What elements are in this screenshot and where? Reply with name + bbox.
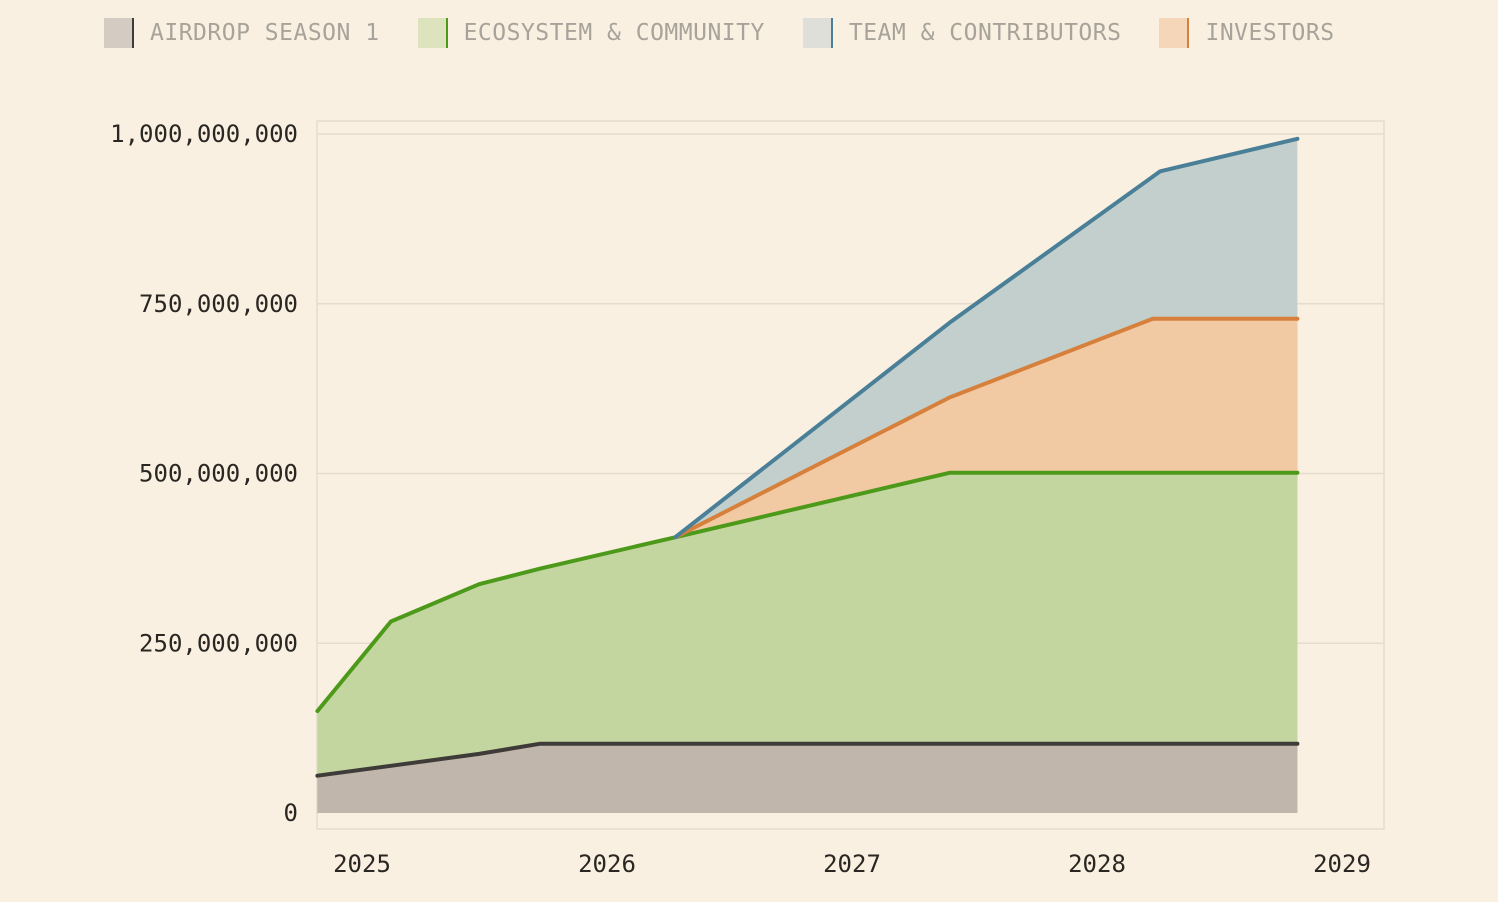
airdrop-area: [317, 743, 1298, 813]
legend-swatch-ecosystem: [417, 18, 448, 48]
legend-swatch-airdrop: [104, 18, 134, 48]
legend-label-ecosystem: ECOSYSTEM & COMMUNITY: [463, 20, 765, 46]
legend-item-airdrop: AIRDROP SEASON 1: [104, 18, 380, 48]
x-tick-label: 2025: [333, 850, 391, 878]
x-tick-label: 2026: [578, 850, 636, 878]
legend-item-team: TEAM & CONTRIBUTORS: [802, 18, 1122, 48]
x-tick-label: 2029: [1313, 850, 1371, 878]
y-tick-label: 500,000,000: [139, 460, 298, 488]
legend-swatch-investors: [1159, 18, 1190, 48]
legend-label-team: TEAM & CONTRIBUTORS: [848, 20, 1122, 46]
y-tick-label: 750,000,000: [139, 290, 298, 318]
x-tick-label: 2028: [1068, 850, 1126, 878]
team-line: [673, 136, 1300, 540]
y-tick-label: 0: [284, 799, 298, 827]
x-tick-label: 2027: [823, 850, 881, 878]
airdrop-line: [315, 741, 1300, 778]
y-tick-label: 1,000,000,000: [110, 120, 298, 148]
legend-swatch-team: [802, 18, 833, 48]
investors-line: [673, 316, 1300, 540]
plot-frame: [316, 120, 1385, 830]
legend-label-airdrop: AIRDROP SEASON 1: [150, 20, 380, 46]
legend-item-investors: INVESTORS: [1159, 18, 1334, 48]
ecosystem-line: [315, 470, 1300, 714]
chart-legend: AIRDROP SEASON 1 ECOSYSTEM & COMMUNITY TEA…: [104, 18, 1335, 48]
legend-label-investors: INVESTORS: [1205, 20, 1335, 46]
y-tick-label: 250,000,000: [139, 629, 298, 657]
ecosystem-area: [317, 472, 1298, 813]
legend-item-ecosystem: ECOSYSTEM & COMMUNITY: [417, 18, 765, 48]
